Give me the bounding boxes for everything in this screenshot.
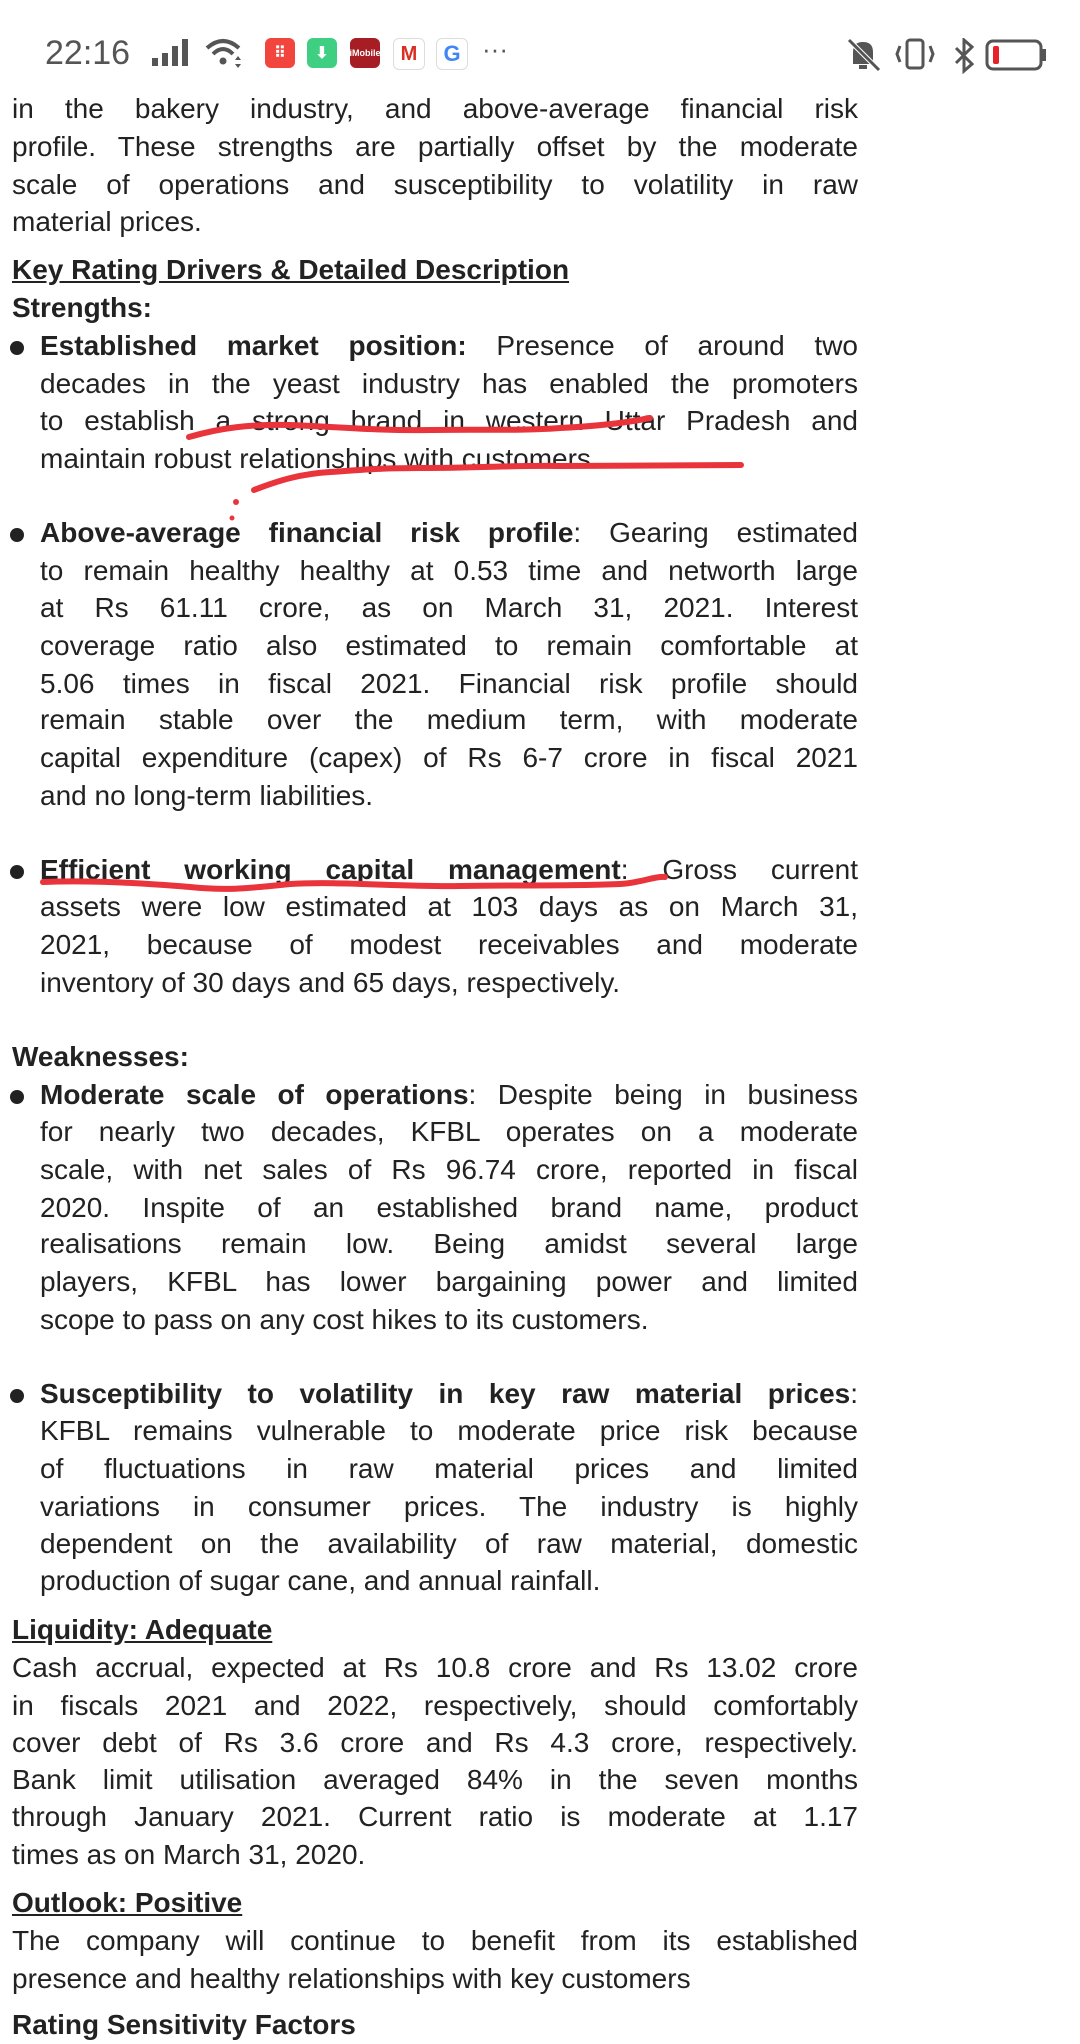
- bullet-text: : Despite being in business: [468, 1079, 858, 1110]
- bullet-item-first-line: Susceptibility to volatility in key raw …: [40, 1375, 858, 1413]
- section-heading: Outlook: Positive: [12, 1887, 243, 1918]
- section-heading: Liquidity: Adequate: [12, 1614, 273, 1645]
- signal-icon: [152, 39, 188, 66]
- bullet-title: Above-average financial risk profile: [40, 517, 574, 548]
- text-line: Bank limit utilisation averaged 84% in t…: [12, 1764, 858, 1795]
- text-line: and no long-term liabilities.: [40, 780, 374, 811]
- text-line: capital expenditure (capex) of Rs 6-7 cr…: [40, 742, 858, 773]
- text-line: production of sugar cane, and annual rai…: [40, 1565, 601, 1596]
- text-line: decades in the yeast industry has enable…: [40, 368, 858, 399]
- mute-icon: [847, 38, 881, 72]
- bullet-icon: [10, 528, 24, 542]
- text-line: remain stable over the medium term, with…: [40, 704, 858, 735]
- bullet-icon: [10, 865, 24, 879]
- text-line: in fiscals 2021 and 2022, respectively, …: [12, 1690, 858, 1721]
- bullet-text: :: [850, 1378, 858, 1409]
- bullet-item-first-line: Established market position: Presence of…: [40, 327, 858, 365]
- text-line: scale, with net sales of Rs 96.74 crore,…: [40, 1154, 858, 1185]
- text-line: dependent on the availability of raw mat…: [40, 1528, 858, 1559]
- text-line: times as on March 31, 2020.: [12, 1839, 366, 1870]
- text-line: players, KFBL has lower bargaining power…: [40, 1266, 858, 1297]
- text-line: inventory of 30 days and 65 days, respec…: [40, 967, 621, 998]
- status-bar: 22:16 ⠿ ⬇ iMobile M G ···: [0, 0, 1080, 96]
- battery-low-icon: [985, 39, 1046, 71]
- bullet-title: Moderate scale of operations: [40, 1079, 469, 1110]
- text-line: at Rs 61.11 crore, as on March 31, 2021.…: [40, 592, 858, 623]
- calculator-app-icon: ⠿: [265, 38, 295, 68]
- text-line: 5.06 times in fiscal 2021. Financial ris…: [40, 668, 858, 699]
- text-line: maintain robust relationships with custo…: [40, 443, 599, 474]
- text-line: cover debt of Rs 3.6 crore and Rs 4.3 cr…: [12, 1727, 858, 1758]
- text-line: scale of operations and susceptibility t…: [12, 169, 858, 200]
- text-line: KFBL remains vulnerable to moderate pric…: [40, 1415, 858, 1446]
- google-icon: G: [436, 38, 468, 70]
- text-line: Rating Sensitivity Factors: [12, 2009, 356, 2040]
- text-line: The company will continue to benefit fro…: [12, 1925, 858, 1956]
- section-heading: Key Rating Drivers & Detailed Descriptio…: [12, 254, 570, 285]
- bullet-icon: [10, 341, 24, 355]
- icici-app-icon: iMobile: [350, 38, 381, 68]
- text-line: to establish a strong brand in western U…: [40, 405, 858, 436]
- text-line: through January 2021. Current ratio is m…: [12, 1801, 858, 1832]
- text-line: Cash accrual, expected at Rs 10.8 crore …: [12, 1652, 858, 1683]
- text-line: material prices.: [12, 206, 202, 237]
- wifi-icon: [205, 39, 241, 68]
- text-line: coverage ratio also estimated to remain …: [40, 630, 858, 661]
- bullet-text: : Gross current: [620, 854, 858, 885]
- bullet-icon: [10, 1090, 24, 1104]
- download-app-icon: ⬇: [307, 38, 337, 68]
- more-notifications-icon: ···: [482, 34, 508, 64]
- gmail-icon: M: [393, 38, 425, 70]
- bullet-text: : Gearing estimated: [573, 517, 859, 548]
- text-line: profile. These strengths are partially o…: [12, 131, 858, 162]
- text-line: of fluctuations in raw material prices a…: [40, 1453, 858, 1484]
- text-line: to remain healthy healthy at 0.53 time a…: [40, 555, 858, 586]
- bullet-icon: [10, 1389, 24, 1403]
- bullet-text: Presence of around two: [466, 330, 858, 361]
- bullet-title: Efficient working capital management: [40, 854, 621, 885]
- text-line: scope to pass on any cost hikes to its c…: [40, 1304, 649, 1335]
- bullet-title: Susceptibility to volatility in key raw …: [40, 1378, 851, 1409]
- text-line: 2020. Inspite of an established brand na…: [40, 1192, 858, 1223]
- text-line: 2021, because of modest receivables and …: [40, 929, 858, 960]
- text-line: variations in consumer prices. The indus…: [40, 1491, 858, 1522]
- bullet-item-first-line: Efficient working capital management: Gr…: [40, 851, 858, 889]
- text-line: Weaknesses:: [12, 1041, 189, 1072]
- text-line: assets were low estimated at 103 days as…: [40, 891, 858, 922]
- text-line: in the bakery industry, and above-averag…: [12, 93, 858, 124]
- bluetooth-icon: [954, 38, 975, 74]
- text-line: Strengths:: [12, 292, 152, 323]
- text-line: for nearly two decades, KFBL operates on…: [40, 1116, 858, 1147]
- annotation-dot: [233, 499, 239, 505]
- text-line: presence and healthy relationships with …: [12, 1963, 691, 1994]
- bullet-item-first-line: Moderate scale of operations: Despite be…: [40, 1076, 858, 1114]
- text-line: realisations remain low. Being amidst se…: [40, 1228, 858, 1259]
- vibrate-icon: [895, 38, 935, 70]
- status-time: 22:16: [45, 34, 131, 72]
- bullet-item-first-line: Above-average financial risk profile: Ge…: [40, 514, 858, 552]
- bullet-title: Established market position:: [40, 330, 467, 361]
